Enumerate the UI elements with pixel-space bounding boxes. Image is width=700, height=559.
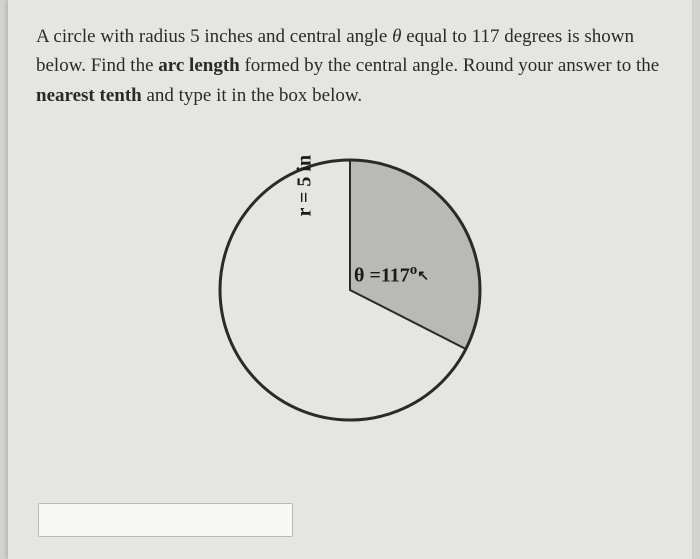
q-part3: formed by the central angle. Round your … — [240, 55, 659, 76]
q-bold1: arc length — [158, 55, 239, 76]
theta-label: θ =117o↖ — [354, 262, 429, 288]
worksheet-page: A circle with radius 5 inches and centra… — [8, 0, 692, 559]
theta-symbol: θ — [354, 265, 364, 287]
cursor-icon: ↖ — [417, 268, 429, 285]
answer-input[interactable] — [38, 503, 293, 537]
circle-figure: r = 5 in θ =117o↖ — [200, 140, 500, 440]
circle-svg — [200, 140, 500, 440]
figure-container: r = 5 in θ =117o↖ — [36, 140, 664, 440]
sector-shape — [350, 160, 480, 349]
q-part4: and type it in the box below. — [142, 85, 362, 106]
question-text: A circle with radius 5 inches and centra… — [36, 22, 664, 110]
q-bold2: nearest tenth — [36, 85, 142, 106]
q-part1: A circle with radius 5 inches and centra… — [36, 26, 392, 47]
degree-mark: o — [410, 262, 418, 278]
theta-eq: =117 — [364, 265, 409, 287]
radius-label: r = 5 in — [294, 155, 317, 217]
